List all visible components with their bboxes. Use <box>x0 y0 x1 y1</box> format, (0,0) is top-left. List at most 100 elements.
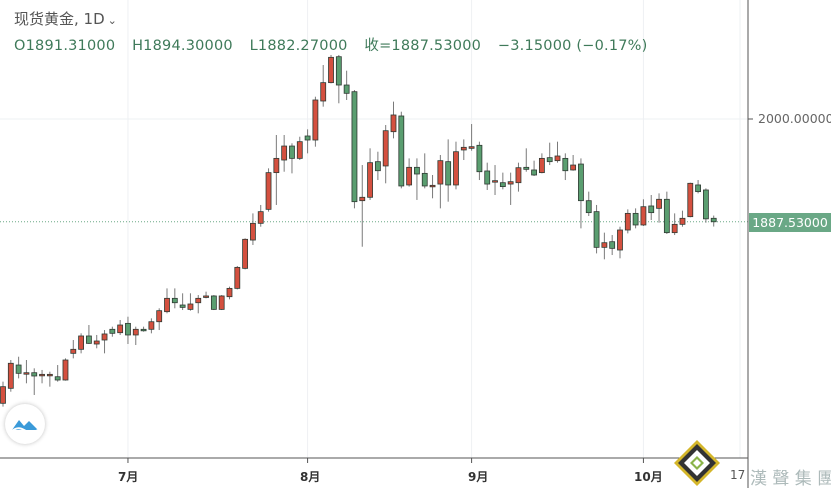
candle <box>7 360 14 392</box>
candle <box>265 168 272 212</box>
candle <box>242 238 249 270</box>
candle-body <box>0 386 6 404</box>
low-value: L1882.27000 <box>249 38 348 54</box>
candle-body <box>86 335 92 344</box>
candle <box>554 141 561 163</box>
candle-body <box>54 376 61 381</box>
candle-body <box>125 322 131 336</box>
candle-body <box>499 182 506 188</box>
candle-body <box>218 295 225 310</box>
candle-body <box>382 130 389 167</box>
symbol-title[interactable]: 现货黄金, 1D ⌄ <box>14 8 117 29</box>
candle-body <box>187 303 194 310</box>
candle-body <box>640 206 647 226</box>
candle-body <box>601 242 608 248</box>
candle-body <box>507 181 514 185</box>
candle-body <box>562 157 569 172</box>
candle <box>54 365 61 382</box>
candle <box>429 175 436 199</box>
candle-body <box>367 162 373 198</box>
candle <box>31 368 38 395</box>
candle-body <box>70 348 77 354</box>
candle <box>39 369 45 384</box>
candle-body <box>257 211 264 224</box>
candle <box>679 210 686 227</box>
candle <box>499 172 506 190</box>
candle <box>390 101 397 139</box>
candle-body <box>210 295 217 310</box>
candle <box>374 151 381 181</box>
candle-body <box>617 229 623 251</box>
candle-body <box>312 99 319 141</box>
candle-body <box>414 166 420 175</box>
candle <box>187 293 194 311</box>
candle <box>179 293 186 311</box>
watermark-diamond-logo <box>674 440 720 486</box>
candle <box>609 235 616 256</box>
candle <box>570 154 577 171</box>
candle-body <box>335 56 342 86</box>
candle-body <box>195 297 202 304</box>
candle-body <box>46 373 53 377</box>
candle-body <box>93 340 100 345</box>
candle <box>421 153 428 189</box>
high-value: H1894.30000 <box>132 38 233 54</box>
candle <box>328 54 334 84</box>
candle <box>62 358 69 381</box>
candle <box>648 195 655 221</box>
candle <box>703 188 709 223</box>
candle <box>695 180 701 194</box>
candle-body <box>546 157 553 163</box>
cloud-wave-icon[interactable] <box>5 404 45 444</box>
candle <box>523 148 530 172</box>
candle-body <box>679 217 686 225</box>
candle-body <box>531 169 537 176</box>
candle <box>234 265 241 290</box>
candle <box>281 134 288 172</box>
candle <box>0 381 6 407</box>
candle <box>578 158 584 229</box>
candle <box>203 291 209 299</box>
candle-body <box>140 328 147 332</box>
candle-body <box>523 166 530 170</box>
time-label-aug: 8月 <box>300 470 321 484</box>
candle-body <box>624 212 631 231</box>
current-price-badge: 1887.53000 <box>749 213 831 232</box>
candle <box>437 154 444 209</box>
candle-body <box>484 170 491 185</box>
candle-body <box>15 364 22 374</box>
candle-body <box>265 172 272 210</box>
candle-body <box>23 372 30 375</box>
candle <box>538 153 545 174</box>
candle-body <box>109 328 116 334</box>
candle-body <box>429 184 436 188</box>
candle-body <box>476 144 483 173</box>
candle <box>507 172 514 205</box>
candle-body <box>7 362 14 389</box>
candle-body <box>515 167 522 184</box>
candle-body <box>453 151 459 186</box>
candle-body <box>328 56 334 84</box>
candle-body <box>492 180 498 183</box>
candle <box>46 371 53 387</box>
candle <box>164 288 170 314</box>
candle <box>335 54 342 104</box>
candle <box>414 158 420 200</box>
candle <box>351 90 358 209</box>
candle <box>250 213 256 245</box>
candle <box>632 208 639 229</box>
candle-body <box>234 266 241 289</box>
candle <box>460 139 467 161</box>
candle <box>585 191 592 217</box>
candle-body <box>31 372 38 377</box>
candle-body <box>101 333 108 341</box>
candle <box>710 215 717 227</box>
candle-body <box>304 135 311 141</box>
candle <box>78 333 84 354</box>
candle-body <box>250 222 256 241</box>
candle-body <box>710 217 717 223</box>
candle <box>343 70 350 100</box>
chevron-down-icon[interactable]: ⌄ <box>107 14 117 27</box>
candle-body <box>671 223 678 234</box>
